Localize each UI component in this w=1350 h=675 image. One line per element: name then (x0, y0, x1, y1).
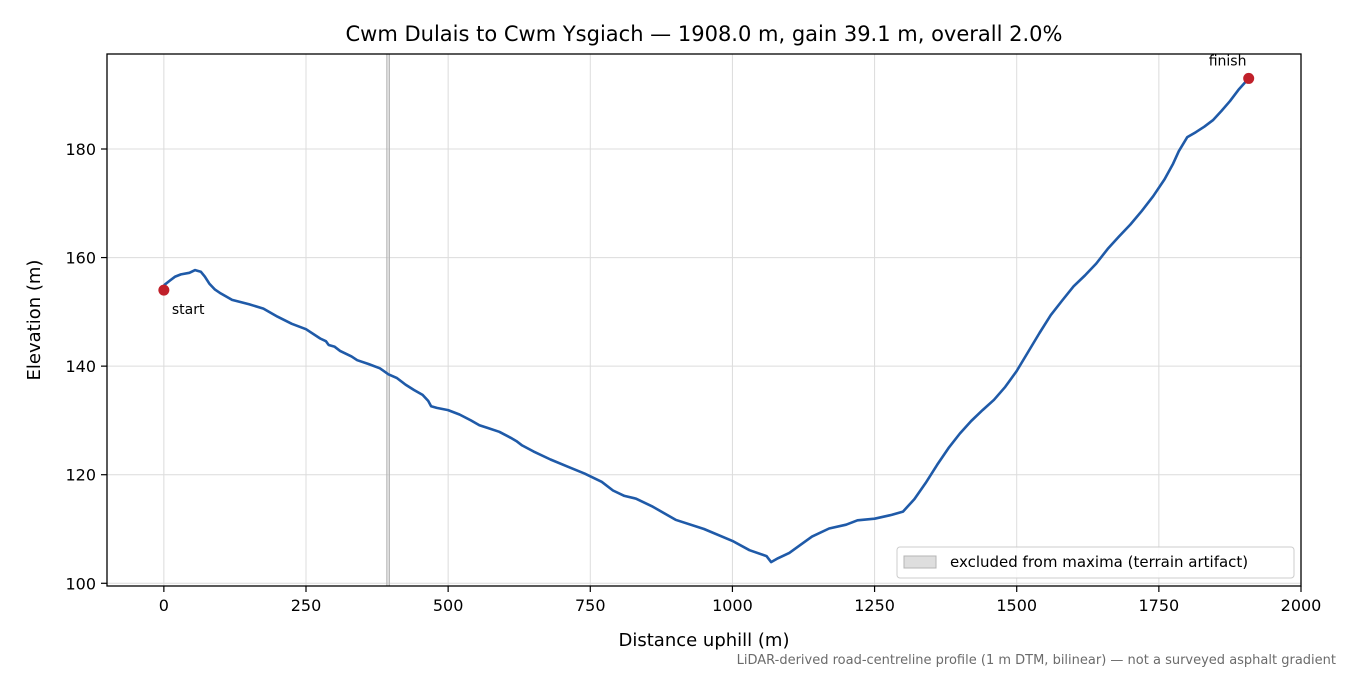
y-tick-label: 140 (65, 357, 96, 376)
x-tick-label: 1250 (854, 596, 895, 615)
y-axis-ticks: 100 120 140 160 180 (65, 140, 107, 593)
footnote: LiDAR-derived road-centreline profile (1… (737, 653, 1336, 668)
line-layer (163, 77, 1250, 564)
x-tick-label: 1500 (996, 596, 1037, 615)
excluded-band (386, 53, 390, 587)
annotation-start: start (172, 302, 205, 318)
y-tick-label: 120 (65, 466, 96, 485)
legend-swatch (903, 555, 937, 569)
y-tick-label: 100 (65, 574, 96, 593)
x-tick-label: 0 (159, 596, 169, 615)
elevation-line (163, 77, 1250, 564)
annotation-finish: finish (1209, 53, 1247, 69)
marker-finish (1243, 72, 1255, 84)
y-axis-label: Elevation (m) (24, 260, 45, 381)
x-axis-label: Distance uphill (m) (619, 630, 790, 651)
marker-layer: start finish (158, 53, 1255, 318)
y-tick-label: 160 (65, 249, 96, 268)
legend-label: excluded from maxima (terrain artifact) (950, 553, 1248, 571)
x-tick-label: 1000 (712, 596, 753, 615)
plot-frame (106, 53, 1302, 587)
x-axis-ticks: 0 250 500 750 1000 1250 1500 1750 2000 (159, 586, 1322, 615)
legend: excluded from maxima (terrain artifact) (896, 546, 1295, 579)
marker-start (158, 284, 170, 296)
legend-box (896, 546, 1295, 579)
x-tick-label: 750 (575, 596, 606, 615)
x-tick-label: 2000 (1281, 596, 1322, 615)
excluded-band-layer (386, 53, 390, 587)
chart-title: Cwm Dulais to Cwm Ysgiach — 1908.0 m, ga… (346, 22, 1063, 46)
x-tick-label: 500 (433, 596, 464, 615)
x-tick-label: 250 (291, 596, 322, 615)
y-tick-label: 180 (65, 140, 96, 159)
x-tick-label: 1750 (1138, 596, 1179, 615)
